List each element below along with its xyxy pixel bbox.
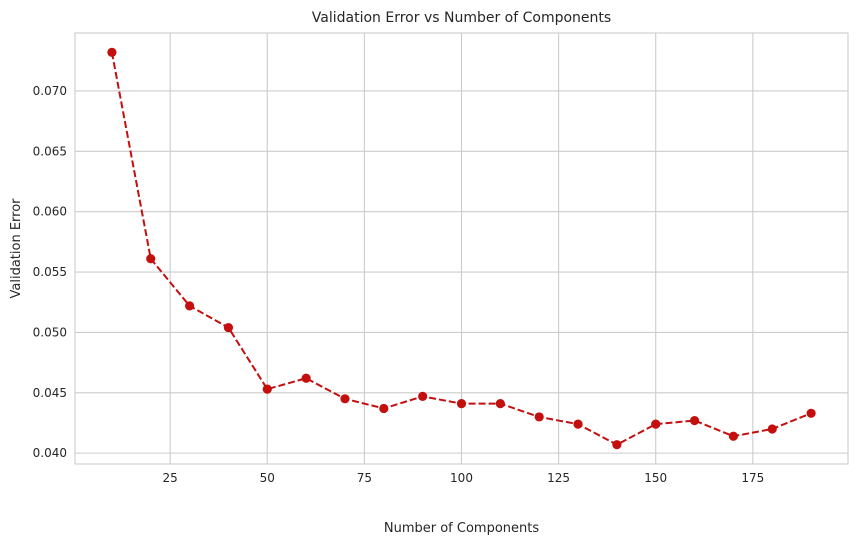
x-tick-label: 75 [357,471,372,485]
data-point [379,403,389,414]
chart-title: Validation Error vs Number of Components [312,10,611,26]
data-point [767,424,777,434]
y-tick-label: 0.055 [33,265,67,279]
data-point [223,322,234,333]
data-point [689,415,700,426]
data-point [184,301,195,311]
data-point [107,47,117,57]
y-tick-label: 0.045 [33,386,67,400]
data-point [340,394,350,404]
x-tick-label: 175 [741,471,764,485]
series-layer [107,47,816,450]
axes-frame [74,32,849,465]
x-tick-label: 25 [163,471,178,485]
x-tick-label: 50 [260,471,275,485]
data-point [456,399,467,409]
y-tick-label: 0.060 [33,205,67,219]
y-tick-label: 0.040 [33,446,67,460]
data-point [146,254,156,264]
data-point [301,373,311,383]
data-point [262,384,272,394]
data-point [806,408,816,418]
y-tick-label: 0.070 [33,84,67,98]
data-point [651,419,661,429]
tick-labels: 25 50 75 100 125 150 175 0.040 0.045 0.050 0.055 0.… [33,84,765,485]
x-tick-label: 100 [450,471,473,485]
y-tick-label: 0.050 [33,325,67,339]
y-axis-label: Validation Error [9,198,24,299]
x-axis-label: Number of Components [384,521,539,536]
data-point [418,391,428,401]
y-tick-label: 0.065 [33,144,67,158]
x-tick-label: 125 [547,471,570,485]
data-point [728,431,739,441]
data-point [495,399,505,409]
data-point [573,419,583,429]
grid [75,33,848,464]
data-point [534,412,544,422]
data-point [612,440,622,450]
x-tick-label: 150 [644,471,667,485]
axes-border [74,32,849,465]
